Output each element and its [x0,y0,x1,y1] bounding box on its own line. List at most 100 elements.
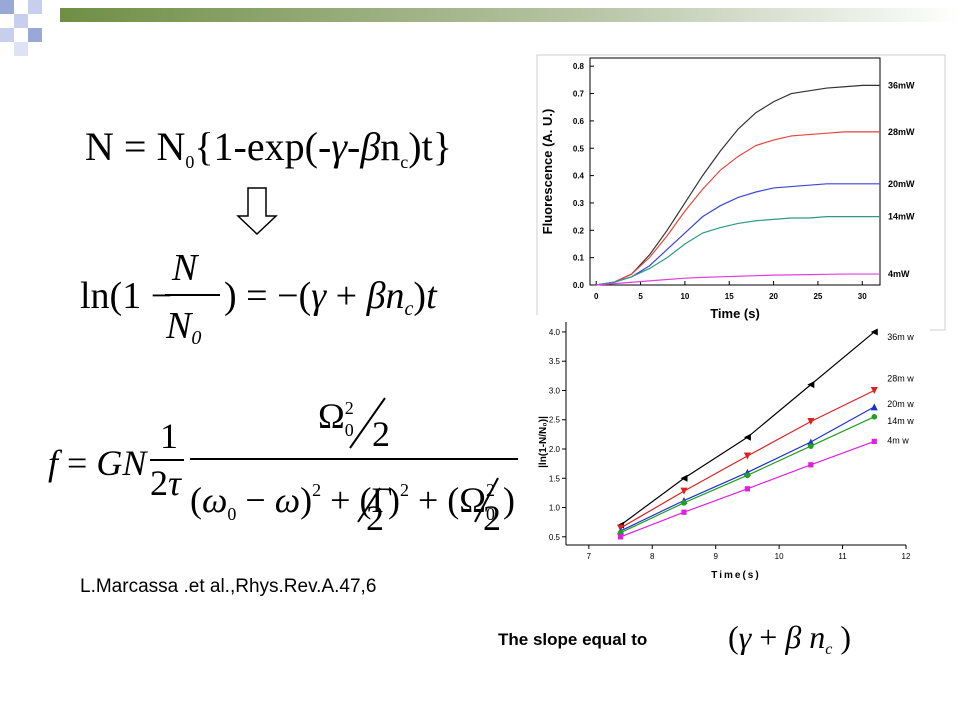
y-tick-label: 0.7 [573,90,585,99]
down-arrow [236,187,278,236]
eq-text: 2τ [150,463,182,503]
eq-text: 1 [160,416,178,456]
y-tick-label: 0.6 [573,117,585,126]
x-axis-label: Time(s) [711,570,760,581]
y-tick-label: 4.0 [549,328,561,337]
eq-text: ) = −(γ + βnc)t [224,275,438,320]
y-tick-label: 3.5 [549,357,561,366]
slope-text: The slope equal to [498,630,647,649]
marker [743,433,751,441]
y-tick-label: 0.3 [573,199,585,208]
y-tick-label: 0.5 [549,533,561,542]
marker [681,509,687,515]
y-tick-label: 2.5 [549,416,561,425]
series-label: 20m w [887,399,914,409]
y-axis-label: |ln(1-N/N₀)| [538,416,549,468]
x-tick-label: 5 [638,292,643,301]
x-tick-label: 20 [769,292,778,301]
y-tick-label: 0.8 [573,62,585,71]
y-tick-label: 1.0 [549,504,561,513]
marker [680,487,688,495]
x-tick-label: 0 [594,292,599,301]
y-tick-label: 0.5 [573,144,585,153]
x-tick-label: 30 [858,292,867,301]
y-tick-label: 0.4 [573,172,585,181]
marker [870,328,878,336]
eq-text: (ω0 − ω)2 + (Γ [190,480,392,524]
eq-text: f = GN [48,443,148,483]
x-axis-label: Time (s) [710,306,760,321]
series-label: 28m w [887,373,914,383]
series-label: 28mW [888,127,915,137]
eq-text: N0 [165,305,201,349]
eq-text: 2 [366,498,384,538]
x-tick-label: 9 [713,552,718,561]
chart: 0.5 1.0 1.5 2.0 2.5 3.0 3.5 4.0 7 8 9 10 11 12 Time(s)… [538,322,914,581]
x-tick-label: 10 [680,292,689,301]
slope-expression: (γ + β nc ) [728,619,851,658]
citation: L.Marcassa .et al.,Rhys.Rev.A.47,6 [80,576,376,597]
marker [743,452,751,460]
marker [680,474,688,482]
x-tick-label: 25 [813,292,822,301]
series-label: 14mW [888,212,915,222]
series-label: 36mW [888,80,915,90]
marker [744,472,751,479]
marker [681,500,687,506]
x-tick-label: 7 [587,552,592,561]
marker [807,438,815,446]
series-line [596,216,880,286]
marker [744,486,751,492]
marker [870,403,878,411]
series-line [596,84,880,286]
chart-1-frame [536,54,946,331]
marker [617,534,624,540]
x-tick-label: 11 [838,552,847,561]
chart: 0.0 0.1 0.2 0.3 0.4 0.5 0.6 0.7 0.8 0 5 10 15 20 25 30 T… [540,57,915,321]
y-tick-label: 2.0 [549,445,561,454]
x-tick-label: 15 [725,292,734,301]
y-tick-label: 0.1 [573,254,585,263]
x-tick-label: 12 [902,552,911,561]
slash [357,487,381,523]
eq-text: N [171,247,200,289]
y-axis-label: Fluorescence (A. U.) [540,109,555,235]
marker [808,462,814,468]
marker [807,418,815,426]
equation-1: N = N0{1-exp(-γ-βnc)t} [85,124,452,172]
marker [807,381,815,389]
eq-text: 2 [372,414,390,454]
x-tick-label: 10 [775,552,784,561]
y-tick-label: 0.0 [573,281,585,290]
marker [871,414,878,420]
series-label: 4m w [887,435,909,445]
marker [871,438,877,445]
series-label: 14m w [887,416,914,426]
decoration [0,0,960,56]
eq-text: 2 [483,498,501,538]
series-label: 36m w [887,332,914,342]
equation-3: f = GN 1 2τ Ω02 2 (ω0 − ω)2 + (Γ 2 )2 + … [48,396,520,538]
y-tick-label: 3.0 [549,386,561,395]
eq-text: ) [503,480,515,520]
chart-2-frame [518,315,930,585]
marker [870,386,878,394]
series-label: 20mW [888,179,915,189]
slash [474,477,499,523]
eq-text: )2 + (Ω02 [388,480,495,524]
y-tick-label: 1.5 [549,474,561,483]
equation-2: ln(1 − N N0 ) = −(γ + βnc)t [80,247,438,349]
marker [808,443,814,449]
y-tick-label: 0.2 [573,226,585,235]
eq-text: Ω02 [318,396,354,440]
series-line [596,183,880,286]
eq-text: ln(1 − [80,275,172,317]
series-line [596,273,880,286]
plot-frame [589,57,881,286]
x-tick-label: 8 [650,552,655,561]
slash [349,397,386,449]
marker [617,529,624,536]
series-label: 4mW [888,269,910,279]
series-line [596,131,880,286]
